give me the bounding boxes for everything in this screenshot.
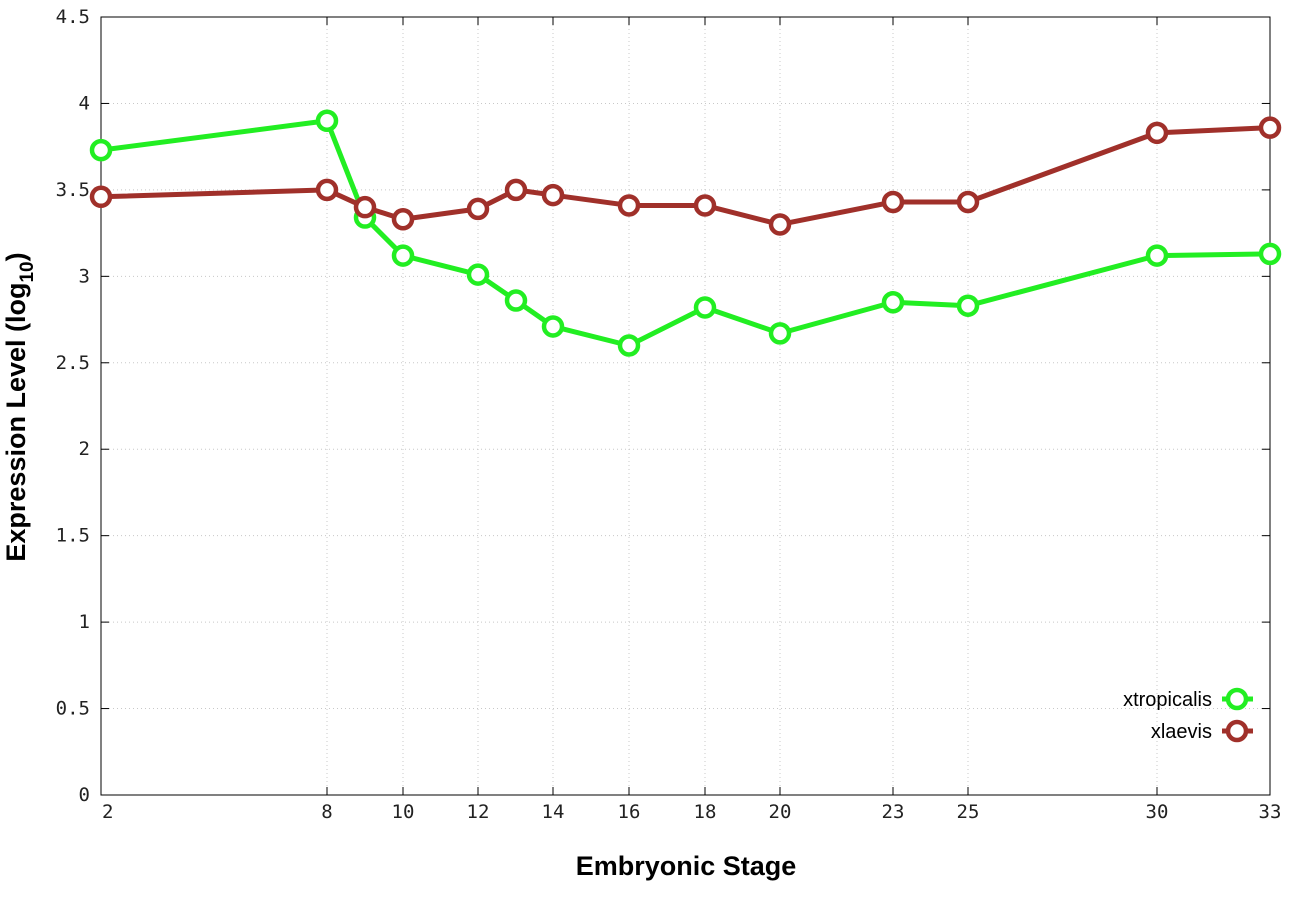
data-point-xlaevis [956,190,980,214]
y-tick-label: 4 [79,92,90,114]
data-point-xlaevis [89,185,113,209]
data-point-xlaevis [1145,121,1169,145]
data-point-xlaevis [315,178,339,202]
data-point-xtropicalis [768,322,792,345]
data-point-xlaevis [1258,116,1282,139]
y-tick-label: 1 [79,611,90,633]
data-point-xlaevis [541,183,565,207]
y-tick-label: 1.5 [56,525,90,547]
y-tick-label: 2 [79,438,90,460]
data-point-xlaevis [466,197,490,221]
data-point-xlaevis [504,178,528,202]
x-tick-label: 33 [1259,801,1282,823]
legend-marker-xlaevis [1225,719,1249,743]
data-point-xtropicalis [391,244,415,267]
data-point-xlaevis [881,190,905,214]
data-point-xtropicalis [1145,244,1169,267]
data-point-xlaevis [391,208,415,231]
data-point-xlaevis [353,195,377,219]
data-point-xtropicalis [956,294,980,317]
series-line-xlaevis [100,125,1271,227]
x-tick-label: 14 [542,801,565,823]
x-tick-label: 16 [618,801,641,823]
x-tick-label: 10 [392,801,415,823]
series-layer [89,109,1282,357]
legend-label-xlaevis: xlaevis [1151,721,1212,743]
y-tick-label: 4.5 [56,6,90,28]
x-axis-title: Embryonic Stage [576,851,797,881]
data-point-xlaevis [693,194,717,217]
x-tick-label: 30 [1146,801,1169,823]
x-tick-label: 20 [769,801,792,823]
axes: 0 0.5 1 1.5 2 2.5 3 3.5 4 4.5 2 8 10 12 14 16 18 20 23 25 30… [56,6,1282,823]
x-tick-label: 12 [467,801,490,823]
grid-lines [101,17,1270,795]
data-point-xtropicalis [466,263,490,286]
legend: xtropicalis xlaevis [1123,687,1253,743]
x-tick-label: 2 [102,801,113,823]
y-tick-label: 0 [79,784,90,806]
data-point-xtropicalis [617,334,641,357]
x-tick-label: 25 [957,801,980,823]
legend-marker-xtropicalis [1225,687,1249,711]
plot-border [100,16,1271,796]
data-point-xtropicalis [1258,242,1282,266]
data-point-xtropicalis [315,109,339,132]
legend-label-xtropicalis: xtropicalis [1123,689,1212,711]
data-point-xtropicalis [881,291,905,314]
data-point-xlaevis [617,194,641,217]
data-point-xlaevis [768,213,792,236]
y-tick-label: 0.5 [56,698,90,720]
data-point-xtropicalis [541,315,565,338]
x-tick-label: 8 [321,801,332,823]
y-tick-label: 3.5 [56,179,90,201]
data-point-xtropicalis [693,296,717,319]
data-point-xtropicalis [89,138,113,162]
x-tick-label: 23 [882,801,905,823]
data-point-xtropicalis [504,289,528,312]
y-tick-label: 2.5 [56,352,90,374]
x-tick-label: 18 [694,801,717,823]
y-axis-title: Expression Level (log10) [1,252,38,561]
y-tick-label: 3 [79,265,90,287]
